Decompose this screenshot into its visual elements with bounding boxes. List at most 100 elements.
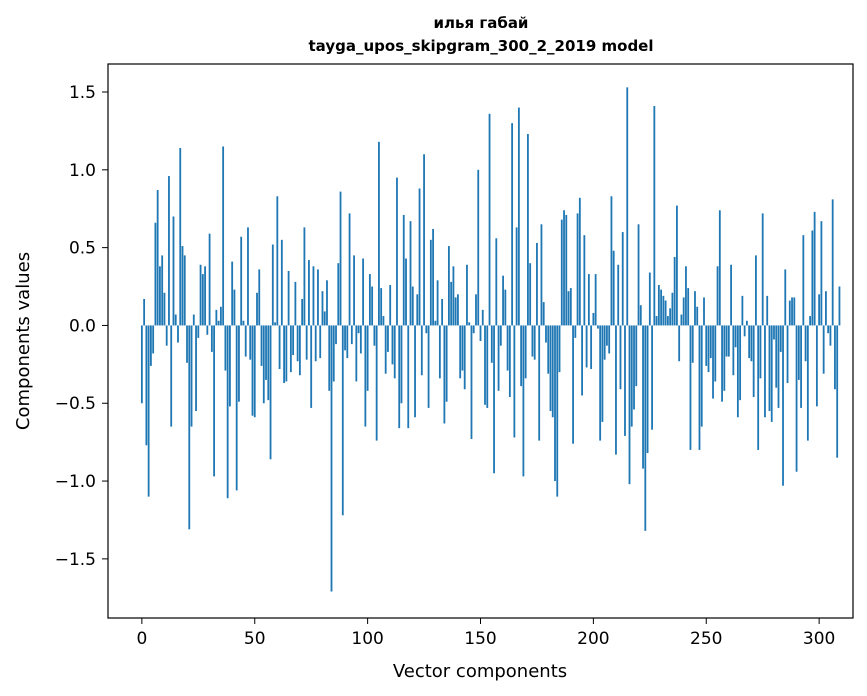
bar <box>450 281 453 326</box>
bar <box>303 227 306 326</box>
y-tick-label: −1.5 <box>55 550 96 570</box>
bar <box>479 325 482 341</box>
bar <box>493 325 495 474</box>
bar <box>782 325 784 486</box>
bar <box>696 306 699 326</box>
bar <box>813 211 816 326</box>
bar <box>457 294 459 326</box>
bar <box>269 325 272 460</box>
bar <box>502 275 504 326</box>
bar <box>549 325 552 412</box>
bar <box>285 325 288 382</box>
bar <box>219 306 222 326</box>
bar <box>825 291 827 326</box>
bar <box>373 325 376 346</box>
bar <box>716 266 719 326</box>
bar <box>795 325 798 472</box>
bar <box>806 325 809 441</box>
bar <box>305 325 308 360</box>
bar <box>838 286 841 326</box>
bar <box>423 154 425 326</box>
bar <box>192 314 195 326</box>
bar <box>375 325 378 441</box>
bar <box>486 325 489 408</box>
bar <box>262 325 265 404</box>
bar <box>359 325 362 354</box>
bar <box>547 325 550 374</box>
y-tick-label: 0.0 <box>69 316 96 336</box>
bar <box>538 325 541 441</box>
x-axis-label: Vector components <box>393 661 567 682</box>
bar <box>183 255 186 326</box>
bar <box>384 325 387 374</box>
bar <box>662 295 665 326</box>
bar <box>301 298 304 326</box>
bar <box>470 325 473 440</box>
bar <box>229 325 231 407</box>
bar <box>145 325 148 446</box>
bar <box>258 269 261 326</box>
bar <box>748 325 751 359</box>
bar <box>204 266 206 326</box>
bar <box>475 294 477 326</box>
bar <box>174 314 177 326</box>
bar <box>308 260 310 326</box>
bar <box>330 325 333 592</box>
bar <box>621 232 624 326</box>
bar <box>578 197 581 326</box>
bar <box>314 325 317 362</box>
bar <box>391 325 394 365</box>
bar <box>468 322 471 326</box>
bar <box>188 325 191 530</box>
bar <box>287 270 290 326</box>
bar <box>676 205 678 326</box>
bar <box>601 325 604 422</box>
bar <box>190 325 193 427</box>
bar <box>610 196 613 326</box>
bar <box>644 325 647 531</box>
y-tick-label: 1.5 <box>69 83 96 103</box>
bar <box>362 258 365 326</box>
plot-frame <box>107 63 854 619</box>
bar <box>703 297 705 326</box>
bar <box>529 263 532 326</box>
bar <box>488 113 491 326</box>
bar <box>520 325 523 387</box>
bar <box>725 325 728 357</box>
bar <box>606 325 608 346</box>
bar <box>773 325 775 340</box>
bar <box>707 325 710 373</box>
bar <box>567 291 570 326</box>
bar <box>563 210 565 326</box>
bar <box>260 325 263 366</box>
bar <box>536 242 538 326</box>
bar <box>734 325 737 348</box>
bar <box>235 325 238 491</box>
bar <box>612 250 615 326</box>
bar <box>429 239 432 326</box>
bar <box>712 325 714 399</box>
bar <box>495 238 498 326</box>
y-tick-label: −1.0 <box>55 472 96 492</box>
bar <box>730 264 732 326</box>
bar <box>364 325 367 427</box>
bar <box>596 325 599 329</box>
bar <box>545 325 547 343</box>
bar <box>680 314 683 326</box>
bar <box>238 325 240 402</box>
x-tick-label: 100 <box>351 629 383 649</box>
bar <box>599 325 602 441</box>
bar <box>592 312 595 326</box>
bar <box>378 141 380 326</box>
bar <box>346 325 349 359</box>
bar <box>648 272 651 326</box>
bar <box>694 291 696 326</box>
bar <box>657 284 660 326</box>
bar <box>497 325 500 391</box>
bar <box>669 308 672 326</box>
bar <box>768 325 771 412</box>
bar <box>463 325 466 390</box>
bars-group <box>140 87 841 592</box>
bar <box>398 325 401 429</box>
bar <box>583 235 586 326</box>
